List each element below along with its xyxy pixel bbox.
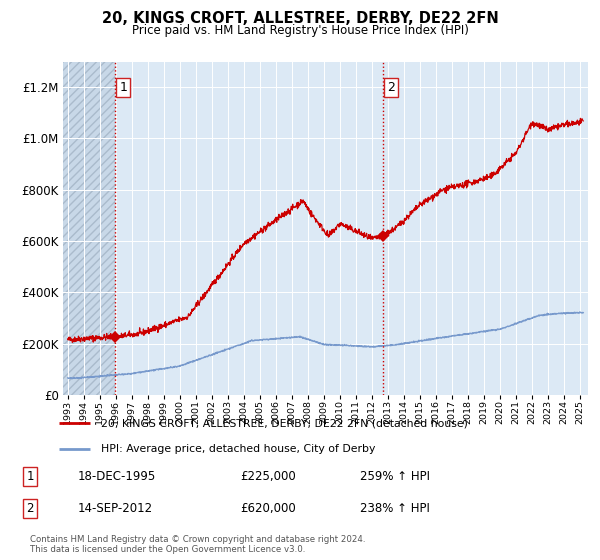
Text: 1: 1 <box>26 470 34 483</box>
Text: 259% ↑ HPI: 259% ↑ HPI <box>360 470 430 483</box>
Text: 18-DEC-1995: 18-DEC-1995 <box>78 470 156 483</box>
Text: £225,000: £225,000 <box>240 470 296 483</box>
Text: Price paid vs. HM Land Registry's House Price Index (HPI): Price paid vs. HM Land Registry's House … <box>131 24 469 37</box>
Bar <box>63 62 115 395</box>
Text: 1: 1 <box>119 81 127 94</box>
Text: HPI: Average price, detached house, City of Derby: HPI: Average price, detached house, City… <box>101 444 375 454</box>
Text: 20, KINGS CROFT, ALLESTREE, DERBY, DE22 2FN (detached house): 20, KINGS CROFT, ALLESTREE, DERBY, DE22 … <box>101 418 467 428</box>
Text: 238% ↑ HPI: 238% ↑ HPI <box>360 502 430 515</box>
Text: Contains HM Land Registry data © Crown copyright and database right 2024.
This d: Contains HM Land Registry data © Crown c… <box>30 535 365 554</box>
Text: 2: 2 <box>388 81 395 94</box>
Text: 2: 2 <box>26 502 34 515</box>
Text: £620,000: £620,000 <box>240 502 296 515</box>
Text: 20, KINGS CROFT, ALLESTREE, DERBY, DE22 2FN: 20, KINGS CROFT, ALLESTREE, DERBY, DE22 … <box>101 11 499 26</box>
Text: 14-SEP-2012: 14-SEP-2012 <box>78 502 153 515</box>
